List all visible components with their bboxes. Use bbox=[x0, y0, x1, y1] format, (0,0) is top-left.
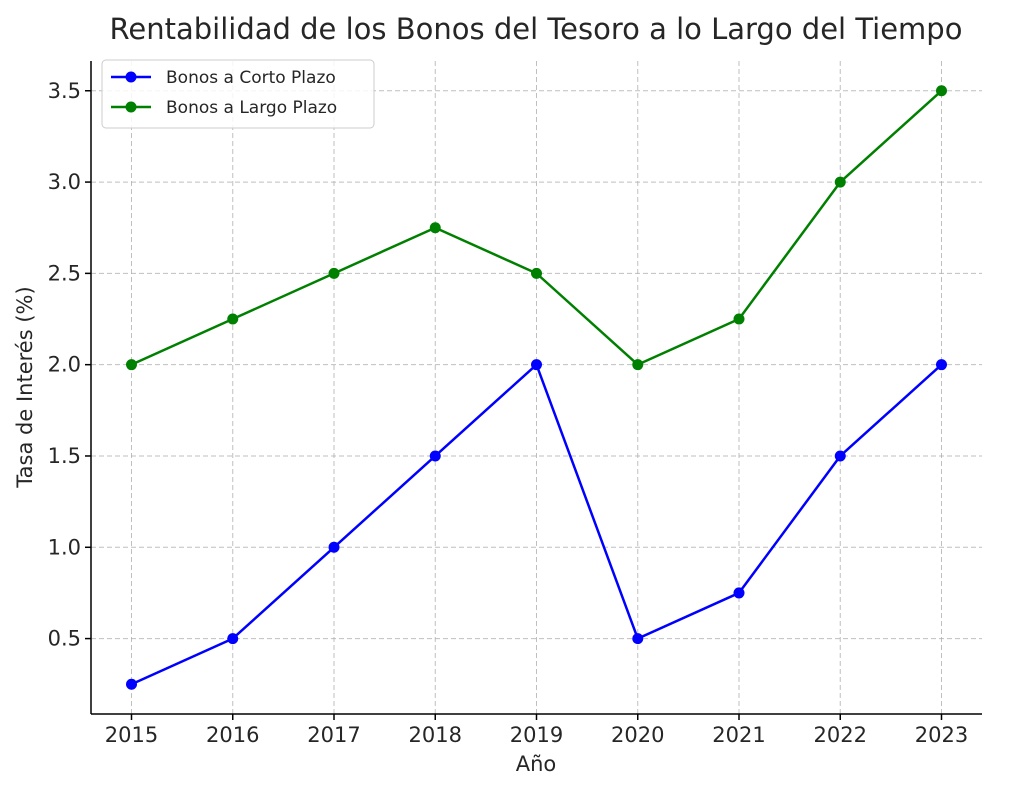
data-point bbox=[531, 267, 542, 279]
legend-marker bbox=[125, 101, 137, 113]
data-point bbox=[126, 359, 137, 371]
x-tick-label: 2021 bbox=[712, 723, 765, 747]
data-point bbox=[834, 176, 846, 188]
legend-box bbox=[101, 59, 375, 129]
x-tick-label: 2020 bbox=[611, 723, 664, 747]
x-tick-label: 2022 bbox=[814, 723, 867, 747]
y-tick-label: 1.0 bbox=[48, 535, 81, 559]
data-point bbox=[834, 450, 846, 462]
x-tick-label: 2023 bbox=[915, 723, 968, 747]
y-tick-label: 0.5 bbox=[48, 627, 81, 651]
data-point bbox=[632, 633, 644, 645]
legend-item: Bonos a Corto Plazo bbox=[111, 68, 336, 88]
series-bonos-a-corto-plazo bbox=[126, 359, 947, 690]
x-tick-label: 2015 bbox=[105, 723, 158, 747]
data-point bbox=[531, 359, 542, 371]
data-point bbox=[227, 313, 239, 325]
data-point bbox=[429, 450, 441, 462]
y-axis-ticks: 0.5 1.0 1.5 2.0 2.5 3.0 3.5 bbox=[48, 79, 91, 651]
legend-label: Bonos a Largo Plazo bbox=[166, 98, 337, 118]
data-point bbox=[733, 313, 745, 325]
x-axis-label: Año bbox=[516, 752, 557, 776]
legend: Bonos a Corto Plazo Bonos a Largo Plazo bbox=[101, 59, 375, 129]
y-axis-label: Tasa de Interés (%) bbox=[13, 286, 37, 488]
legend-label: Bonos a Corto Plazo bbox=[166, 68, 336, 88]
data-point bbox=[328, 541, 340, 553]
legend-item: Bonos a Largo Plazo bbox=[111, 98, 337, 118]
data-point bbox=[936, 85, 947, 97]
y-tick-label: 2.5 bbox=[48, 261, 81, 285]
data-point bbox=[936, 359, 947, 371]
grid bbox=[91, 61, 982, 714]
series-layer bbox=[126, 85, 947, 690]
data-point bbox=[632, 359, 644, 371]
data-point bbox=[328, 267, 340, 279]
data-point bbox=[126, 678, 137, 690]
series-bonos-a-largo-plazo bbox=[126, 85, 947, 371]
y-tick-label: 3.0 bbox=[48, 170, 81, 194]
chart-title: Rentabilidad de los Bonos del Tesoro a l… bbox=[110, 12, 963, 46]
data-point bbox=[733, 587, 745, 599]
series-line bbox=[130, 89, 943, 366]
y-tick-label: 2.0 bbox=[48, 353, 81, 377]
x-axis-ticks: 2015 2016 2017 2018 2019 2020 2021 2022 2023 bbox=[105, 714, 968, 747]
data-point bbox=[429, 222, 441, 234]
y-tick-label: 3.5 bbox=[48, 79, 81, 103]
x-tick-label: 2019 bbox=[510, 723, 563, 747]
legend-marker bbox=[125, 71, 137, 83]
data-point bbox=[227, 633, 239, 645]
y-tick-label: 1.5 bbox=[48, 444, 81, 468]
x-tick-label: 2018 bbox=[409, 723, 462, 747]
x-tick-label: 2017 bbox=[307, 723, 360, 747]
x-tick-label: 2016 bbox=[206, 723, 259, 747]
series-line bbox=[130, 363, 943, 686]
